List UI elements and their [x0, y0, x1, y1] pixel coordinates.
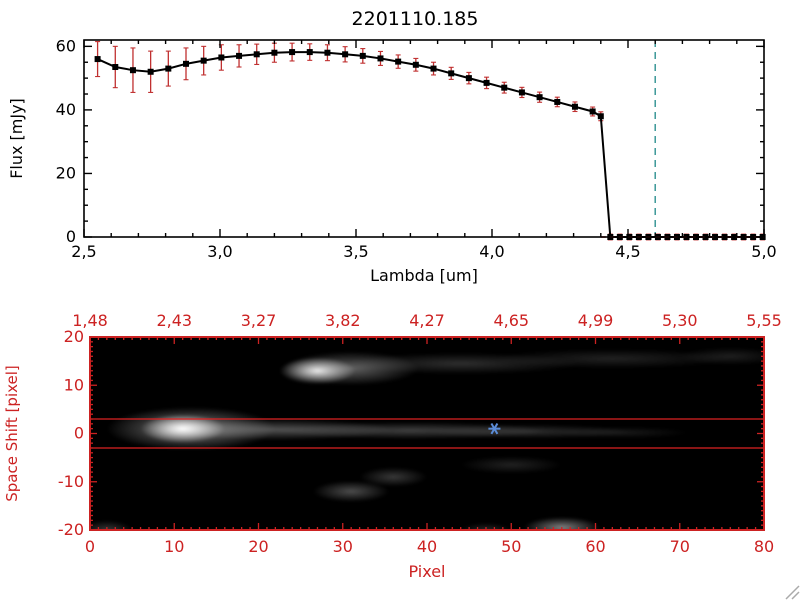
x-tick-label: 50 — [501, 537, 521, 556]
data-marker — [465, 75, 472, 82]
data-marker — [94, 56, 101, 63]
data-marker — [377, 55, 384, 62]
data-marker — [200, 57, 207, 64]
y-tick-label: 0 — [74, 424, 84, 443]
top-axis-tick-label: 3,82 — [325, 311, 361, 330]
y-tick-label: 40 — [56, 100, 76, 119]
top-axis-tick-label: 5,55 — [746, 311, 782, 330]
data-marker — [183, 60, 189, 67]
plot-frame — [83, 39, 765, 238]
y-axis-label: Space Shift [pixel] — [3, 365, 21, 502]
x-tick-label: 80 — [754, 537, 774, 556]
x-tick-label: 3,5 — [343, 242, 368, 261]
data-line — [97, 51, 763, 238]
data-marker — [147, 68, 154, 75]
chart-title: 2201110.185 — [352, 8, 479, 30]
y-tick-label: 60 — [56, 36, 76, 55]
data-marker — [342, 51, 349, 58]
x-tick-label: 40 — [417, 537, 437, 556]
position-marker-icon — [488, 422, 501, 435]
data-marker — [430, 65, 437, 72]
data-marker — [589, 108, 596, 115]
data-marker — [165, 65, 172, 72]
x-axis-label: Pixel — [408, 562, 445, 581]
top-axis-tick-label: 4,65 — [493, 311, 529, 330]
data-marker — [324, 49, 331, 56]
top-axis-tick-label: 1,48 — [72, 311, 108, 330]
top-axis-tick-label: 4,27 — [409, 311, 445, 330]
image-plot: 0 1,48 10 2,43 20 3,27 30 3,82 40 4,27 50 4,65 60 4,9… — [3, 311, 782, 581]
x-tick-label: 0 — [85, 537, 95, 556]
blob — [460, 522, 512, 530]
data-marker — [289, 49, 296, 56]
x-tick-label: 4,0 — [479, 242, 504, 261]
data-marker — [501, 84, 508, 91]
resize-grip-icon[interactable] — [785, 585, 800, 600]
data-marker — [129, 67, 136, 74]
top-axis-tick-label: 3,27 — [241, 311, 277, 330]
data-marker — [306, 49, 313, 56]
blob — [90, 520, 133, 530]
blob — [679, 347, 764, 365]
x-tick-label: 4,5 — [615, 242, 640, 261]
x-tick-label: 2,5 — [71, 242, 96, 261]
top-axis-tick-label: 2,43 — [156, 311, 192, 330]
data-marker — [518, 89, 525, 96]
x-axis-label: Lambda [um] — [370, 266, 478, 285]
data-marker — [112, 64, 119, 71]
x-tick-label: 70 — [670, 537, 690, 556]
y-tick-label: -10 — [58, 472, 84, 491]
blob — [460, 456, 562, 474]
blob — [523, 516, 600, 530]
data-marker — [597, 113, 604, 120]
spectrum-plot: 2,5 3,0 3,5 4,0 4,5 5,0 0 20 40 60 2201110.185 Lamb… — [7, 8, 777, 285]
y-tick-label: -20 — [58, 520, 84, 539]
data-marker — [253, 51, 260, 58]
top-axis-tick-label: 4,99 — [578, 311, 614, 330]
data-marker — [536, 94, 543, 101]
data-marker — [412, 61, 419, 68]
top-axis-tick-label: 5,30 — [662, 311, 698, 330]
blob — [553, 426, 689, 439]
x-tick-label: 5,0 — [751, 242, 776, 261]
y-tick-label: 20 — [64, 327, 84, 346]
x-tick-label: 60 — [585, 537, 605, 556]
y-tick-label: 20 — [56, 163, 76, 182]
blob — [494, 349, 731, 369]
data-marker — [571, 103, 578, 110]
x-tick-label: 20 — [248, 537, 268, 556]
data-marker — [359, 52, 366, 59]
data-marker — [271, 49, 278, 56]
data-marker — [218, 54, 225, 61]
data-marker — [236, 52, 243, 59]
blob — [359, 467, 427, 487]
data-marker — [448, 70, 455, 77]
x-tick-label: 3,0 — [207, 242, 232, 261]
blob — [313, 480, 390, 503]
data-marker — [395, 58, 402, 65]
y-tick-label: 0 — [66, 227, 76, 246]
x-tick-label: 10 — [164, 537, 184, 556]
data-marker — [554, 98, 561, 105]
image-blobs — [90, 347, 764, 530]
y-axis-label: Flux [mJy] — [7, 98, 26, 179]
y-tick-label: 10 — [64, 375, 84, 394]
x-tick-label: 30 — [333, 537, 353, 556]
data-marker — [483, 79, 490, 86]
